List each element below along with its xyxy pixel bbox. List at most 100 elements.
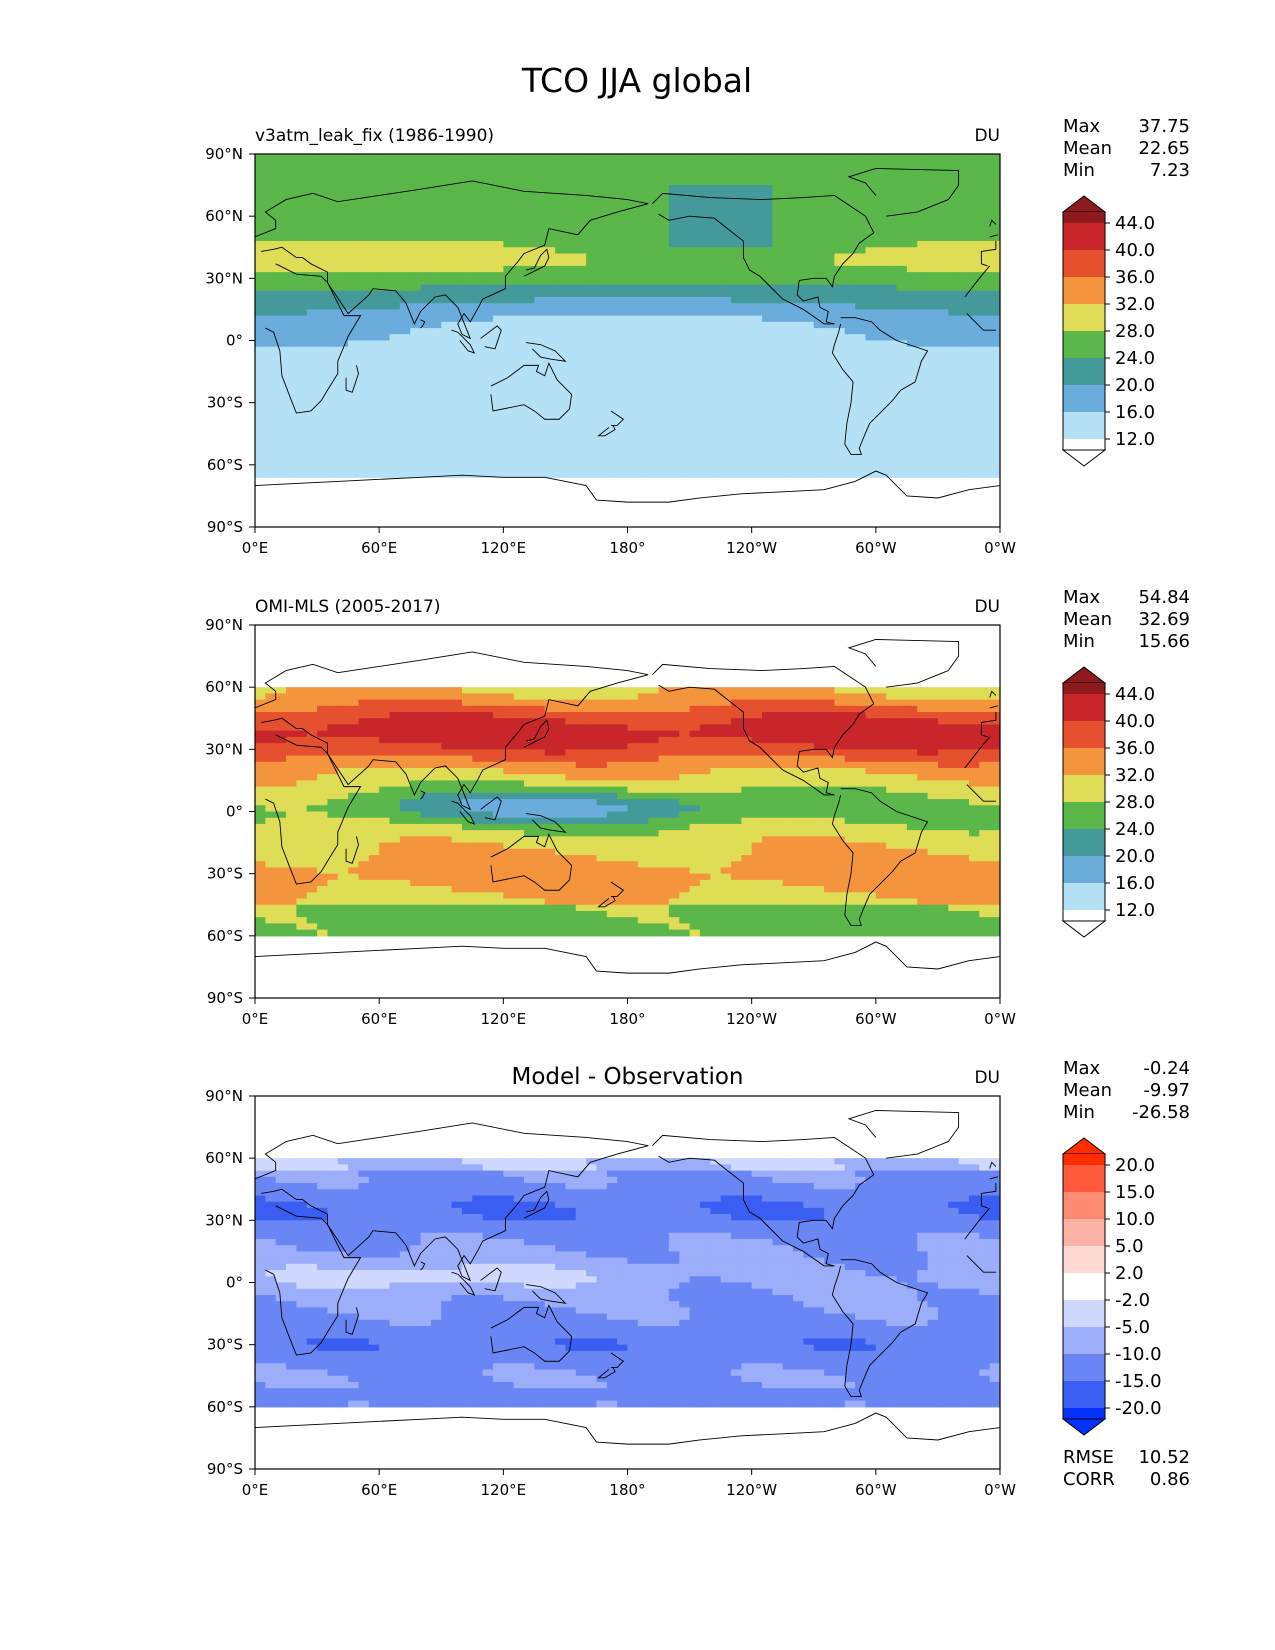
field-cell [813,718,825,726]
field-cell [720,185,732,192]
field-cell [451,390,463,398]
field-cell [803,321,815,329]
field-cell [296,693,308,701]
field-cell [317,290,329,298]
field-cell [317,191,329,199]
field-cell [979,705,991,713]
field-cell [730,191,742,199]
field-cell [544,687,556,694]
field-cell [968,464,980,472]
field-cell [658,203,670,211]
field-cell [637,228,649,236]
field-cell [855,371,867,379]
field-cell [368,340,380,348]
field-cell [906,315,918,323]
field-cell [865,712,877,719]
field-cell [989,160,1000,168]
field-cell [658,390,670,398]
field-cell [503,290,515,298]
field-cell [782,755,794,763]
field-cell [286,390,297,398]
field-cell [710,154,722,161]
field-cell [648,755,660,763]
field-cell [492,384,504,391]
field-cell [451,408,463,416]
field-cell [596,780,608,788]
field-cell [317,780,329,788]
field-cell [844,452,856,460]
field-cell [544,433,556,441]
field-cell [865,433,877,441]
field-cell [679,359,691,366]
field-cell [813,315,825,323]
field-cell [441,253,453,261]
field-cell [968,749,980,757]
field-cell [824,265,836,273]
field-cell [917,693,929,701]
field-cell [637,736,649,744]
field-cell [637,452,649,460]
field-cell [762,774,773,782]
field-cell [855,265,867,273]
field-cell [979,209,991,217]
field-cell [968,178,980,186]
field-cell [730,687,742,694]
field-cell [699,203,711,211]
field-cell [648,402,660,410]
field-cell [348,209,360,217]
field-cell [958,396,970,404]
field-cell [906,421,918,429]
field-cell [379,309,391,317]
field-cell [679,724,691,732]
field-cell [420,471,432,478]
field-cell [265,439,277,447]
field-cell [348,712,360,719]
field-cell [368,439,380,447]
field-cell [327,284,339,292]
field-cell [358,371,370,379]
field-cell [513,265,525,273]
field-cell [730,743,742,750]
field-cell [968,408,980,416]
field-cell [927,730,939,738]
field-cell [430,216,442,223]
field-cell [824,234,836,242]
field-cell [513,359,525,366]
field-cell [565,278,577,286]
field-cell [834,743,846,750]
field-cell [399,253,411,261]
field-cell [751,352,763,360]
field-cell [441,365,453,373]
field-cell [534,458,546,466]
field-cell [958,309,970,317]
field-cell [917,365,929,373]
field-cell [451,346,463,354]
field-cell [927,471,939,478]
field-cell [389,359,401,366]
field-cell [637,687,649,694]
field-cell [296,154,308,161]
field-cell [348,396,360,404]
field-cell [255,439,266,447]
field-cell [555,693,567,701]
field-cell [937,761,949,769]
field-cell [668,390,680,398]
field-cell [824,421,836,429]
field-cell [586,203,598,211]
field-cell [658,253,670,261]
field-cell [451,222,463,230]
field-cell [865,755,877,763]
field-cell [710,446,722,453]
field-cell [617,340,629,348]
field-cell [751,687,763,694]
field-cell [668,253,680,261]
field-cell [451,446,463,453]
field-cell [948,241,960,248]
field-cell [565,780,577,788]
field-cell [927,774,939,782]
field-cell [834,209,846,217]
field-cell [410,774,422,782]
field-cell [524,247,535,255]
field-cell [751,296,763,304]
field-cell [772,755,784,763]
